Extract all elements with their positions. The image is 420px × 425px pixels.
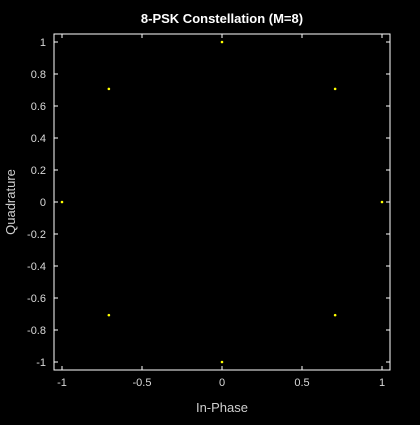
constellation-point — [107, 313, 111, 317]
y-tick-label: -0.4 — [27, 261, 46, 273]
y-tick-label: -0.8 — [27, 325, 46, 337]
constellation-point — [333, 87, 337, 91]
y-tick-label: 0.4 — [31, 133, 46, 145]
x-axis-label: In-Phase — [196, 400, 248, 415]
ticks-layer: -1 -0.5 0 0.5 1 -1 -0.8 -0.6 -0.4 -0.2 0 0.2 0.4 0.6 0… — [27, 34, 390, 389]
y-tick-label: 0 — [40, 197, 46, 209]
x-tick-label: -0.5 — [133, 377, 152, 389]
points-layer — [60, 40, 384, 364]
x-tick-label: 0 — [219, 377, 225, 389]
constellation-point — [380, 200, 384, 204]
plot-area — [53, 33, 391, 371]
constellation-point — [220, 40, 224, 44]
chart-title: 8-PSK Constellation (M=8) — [141, 11, 303, 26]
y-tick-label: -0.2 — [27, 229, 46, 241]
y-tick-label: -1 — [36, 357, 46, 369]
y-tick-label: 1 — [40, 37, 46, 49]
constellation-point — [333, 313, 337, 317]
x-tick-label: 0.5 — [294, 377, 309, 389]
constellation-point — [60, 200, 64, 204]
y-tick-label: 0.2 — [31, 165, 46, 177]
y-axis-label: Quadrature — [3, 169, 18, 235]
y-tick-label: 0.6 — [31, 101, 46, 113]
y-tick-label: 0.8 — [31, 69, 46, 81]
constellation-point — [220, 360, 224, 364]
constellation-point — [107, 87, 111, 91]
x-tick-label: -1 — [57, 377, 67, 389]
x-tick-label: 1 — [379, 377, 385, 389]
y-tick-label: -0.6 — [27, 293, 46, 305]
